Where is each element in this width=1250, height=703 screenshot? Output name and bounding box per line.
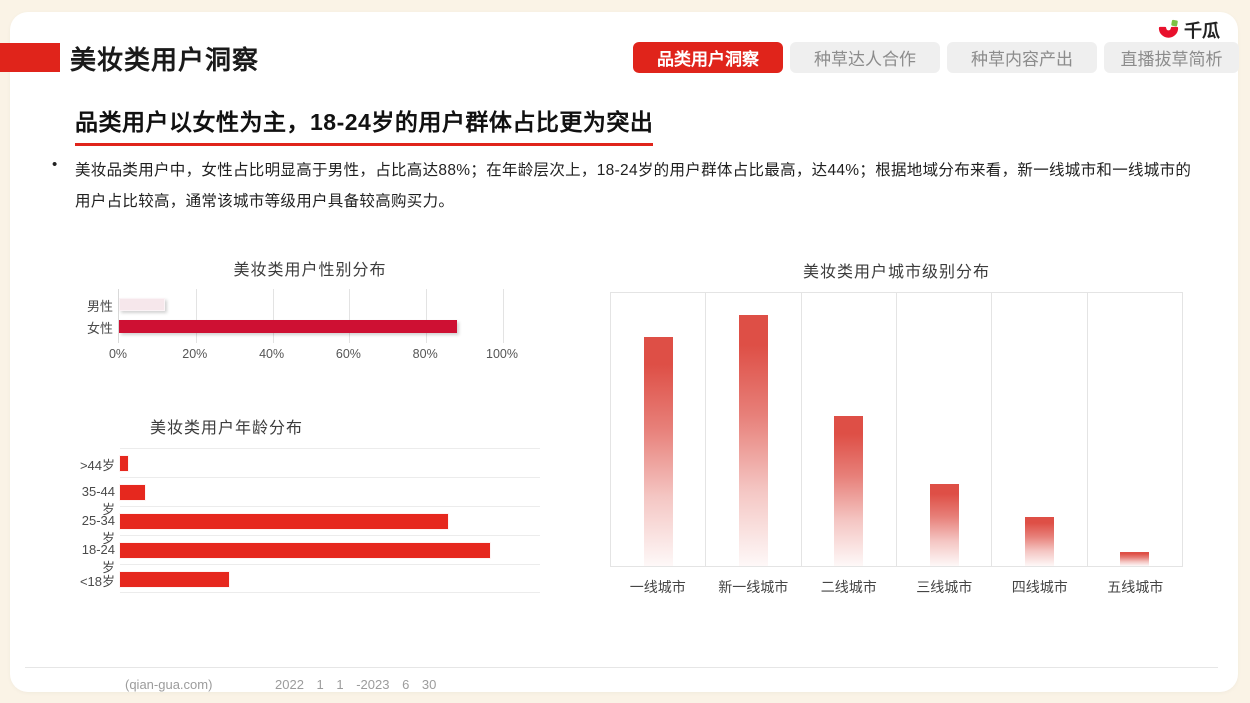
summary-bullet: • 美妆品类用户中，女性占比明显高于男性，占比高达88%；在年龄层次上，18-2…	[52, 155, 1192, 217]
gender-chart-plot	[118, 289, 504, 343]
city-chart-title: 美妆类用户城市级别分布	[802, 264, 990, 281]
age-chart-title: 美妆类用户年龄分布	[150, 420, 304, 437]
gender-chart-gridline	[349, 289, 351, 343]
city-chart-column	[992, 293, 1088, 566]
city-tier-distribution-chart: 美妆类用户城市级别分布 一线城市 新一线城市 二线城市 三线城市 四线城市 五线城市	[610, 253, 1183, 598]
city-chart-column	[897, 293, 993, 566]
tab-seeding-kol-cooperation[interactable]: 种草达人合作	[790, 42, 940, 73]
age-bar	[120, 572, 230, 587]
city-bar	[738, 314, 768, 566]
section-headline: 品类用户以女性为主，18-24岁的用户群体占比更为突出	[75, 103, 654, 146]
age-bar	[120, 514, 448, 529]
city-chart-plot	[610, 292, 1183, 567]
age-chart-row	[120, 564, 540, 593]
age-chart-row	[120, 506, 540, 535]
brand-logo: 千瓜	[1157, 17, 1220, 43]
gender-bar-female	[119, 320, 457, 333]
city-bar	[834, 415, 864, 566]
city-category-label: 二线城市	[820, 579, 877, 595]
city-chart-category-labels: 一线城市 新一线城市 二线城市 三线城市 四线城市 五线城市	[610, 577, 1183, 597]
city-bar	[929, 484, 959, 566]
gender-chart-gridline	[426, 289, 428, 343]
gender-chart-title: 美妆类用户性别分布	[233, 262, 387, 279]
gender-xaxis-tick-label: 80%	[412, 347, 438, 361]
footer-data-period: 2022 1 1 -2023 6 30	[275, 677, 437, 692]
summary-text: 美妆品类用户中，女性占比明显高于男性，占比高达88%；在年龄层次上，18-24岁…	[75, 162, 1192, 210]
gender-bar-male	[119, 298, 166, 311]
gender-row-label: 男性	[86, 299, 113, 314]
bullet-marker: •	[52, 156, 58, 173]
age-chart-row	[120, 535, 540, 564]
tab-bar: 品类用户洞察 种草达人合作 种草内容产出 直播拔草简析	[633, 42, 1239, 73]
age-chart-row	[120, 477, 540, 506]
age-distribution-chart: 美妆类用户年龄分布 >44岁 35-44岁 25-34岁 18-24岁 <18岁	[75, 408, 545, 603]
gender-xaxis-tick-label: 20%	[182, 347, 208, 361]
city-category-label: 一线城市	[629, 579, 686, 595]
gender-chart-gridline	[195, 289, 197, 343]
city-bar	[1120, 552, 1150, 566]
footer-divider	[25, 667, 1218, 668]
city-chart-column	[802, 293, 897, 566]
city-bar	[1024, 516, 1054, 566]
footer-source-text: (qian-gua.com)	[125, 677, 213, 692]
age-chart-row	[120, 448, 540, 477]
city-category-label: 三线城市	[916, 579, 973, 595]
tab-category-user-insight[interactable]: 品类用户洞察	[633, 42, 783, 73]
city-chart-column	[706, 293, 802, 566]
city-category-label: 四线城市	[1011, 579, 1068, 595]
gender-xaxis-tick-label: 60%	[335, 347, 361, 361]
age-row-label: >44岁	[79, 458, 115, 473]
age-row-label: 25-34岁	[81, 513, 115, 546]
title-accent-block	[0, 43, 60, 72]
gender-xaxis-tick-label: 0%	[108, 347, 128, 361]
tab-seeding-content-output[interactable]: 种草内容产出	[947, 42, 1097, 73]
age-bar	[120, 485, 146, 500]
city-category-label: 五线城市	[1107, 579, 1164, 595]
age-row-label: 35-44岁	[81, 484, 115, 517]
age-row-label: 18-24岁	[81, 542, 115, 575]
tab-live-analysis[interactable]: 直播拔草简析	[1104, 42, 1239, 73]
gender-chart-xaxis: 0% 20% 40% 60% 80% 100%	[109, 347, 518, 363]
age-bar	[120, 456, 129, 471]
gender-row-label: 女性	[86, 321, 113, 336]
gender-xaxis-tick-label: 40%	[259, 347, 285, 361]
city-category-label: 新一线城市	[718, 579, 789, 595]
brand-logo-text: 千瓜	[1184, 21, 1220, 41]
qiangua-logo-icon	[1157, 19, 1180, 42]
page-title: 美妆类用户洞察	[70, 45, 260, 75]
city-bar	[643, 336, 673, 566]
age-row-label: <18岁	[79, 574, 115, 589]
city-chart-column	[611, 293, 707, 566]
gender-chart-gridline	[503, 289, 504, 343]
city-chart-column	[1088, 293, 1182, 566]
gender-xaxis-tick-label: 100%	[486, 347, 518, 361]
gender-distribution-chart: 美妆类用户性别分布 男性女性 0% 20% 40% 60% 80% 100%	[75, 253, 518, 373]
age-bar	[120, 543, 490, 558]
gender-chart-gridline	[272, 289, 274, 343]
